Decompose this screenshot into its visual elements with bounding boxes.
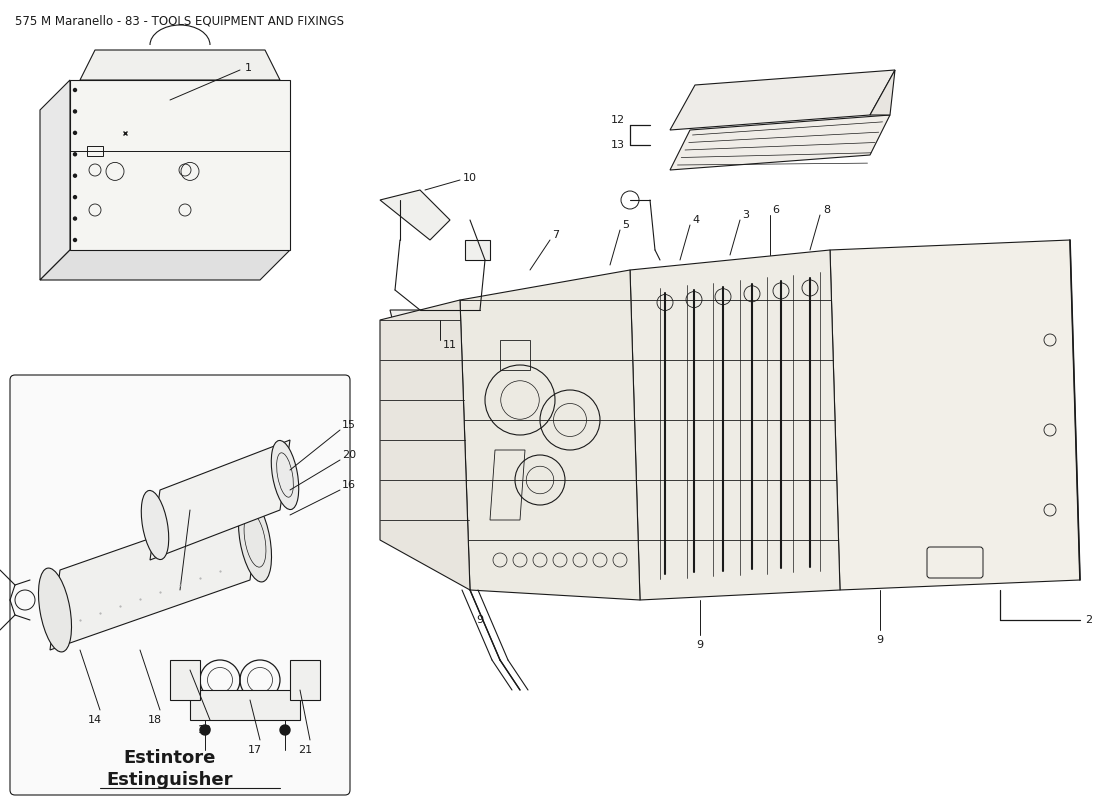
Polygon shape [379,190,450,240]
Circle shape [74,174,77,178]
Text: 3: 3 [742,210,749,220]
Polygon shape [190,690,300,720]
Text: 4: 4 [692,215,700,225]
Polygon shape [290,660,320,700]
Text: 6: 6 [772,205,779,215]
Polygon shape [830,240,1080,590]
Text: 1: 1 [245,63,252,73]
Text: 8: 8 [823,205,830,215]
Polygon shape [150,440,290,560]
Circle shape [74,89,77,91]
FancyBboxPatch shape [10,375,350,795]
Polygon shape [465,240,490,260]
Text: 9: 9 [877,635,883,645]
Circle shape [407,317,414,323]
Text: 5: 5 [621,220,629,230]
Text: 14: 14 [88,715,102,725]
Text: Estinguisher: Estinguisher [107,771,233,789]
Text: Estintore: Estintore [124,749,217,767]
Polygon shape [670,70,895,130]
Bar [70,80,290,250]
Circle shape [74,238,77,242]
Text: 7: 7 [552,230,559,240]
Bar [87,146,103,157]
Polygon shape [40,250,290,280]
Text: 11: 11 [443,340,456,350]
Ellipse shape [239,498,272,582]
Polygon shape [379,300,470,590]
Polygon shape [630,250,840,600]
Circle shape [74,110,77,113]
Polygon shape [870,70,895,115]
Circle shape [280,725,290,735]
Text: 13: 13 [610,140,625,150]
Text: 16: 16 [342,480,356,490]
Polygon shape [460,270,640,600]
Text: 21: 21 [298,745,312,755]
Text: 2: 2 [1085,615,1092,625]
Circle shape [74,153,77,156]
Text: 12: 12 [610,115,625,125]
Polygon shape [170,660,200,700]
Polygon shape [40,80,70,280]
Text: 575 M Maranello - 83 - TOOLS EQUIPMENT AND FIXINGS: 575 M Maranello - 83 - TOOLS EQUIPMENT A… [15,15,344,28]
Text: 19: 19 [198,725,212,735]
Ellipse shape [272,441,299,510]
Text: 15: 15 [342,420,356,430]
Polygon shape [80,50,280,80]
Circle shape [466,317,473,323]
Text: eurospares: eurospares [409,358,691,402]
Ellipse shape [141,490,168,559]
Polygon shape [50,500,260,650]
Polygon shape [670,115,890,170]
Text: 9: 9 [696,640,704,650]
Circle shape [74,217,77,220]
Polygon shape [390,310,490,330]
Text: 20: 20 [342,450,356,460]
Ellipse shape [39,568,72,652]
Text: 9: 9 [476,615,484,625]
Text: 17: 17 [248,745,262,755]
Text: 18: 18 [147,715,162,725]
Circle shape [74,196,77,198]
Circle shape [74,131,77,134]
Text: 10: 10 [463,173,477,183]
Circle shape [200,725,210,735]
